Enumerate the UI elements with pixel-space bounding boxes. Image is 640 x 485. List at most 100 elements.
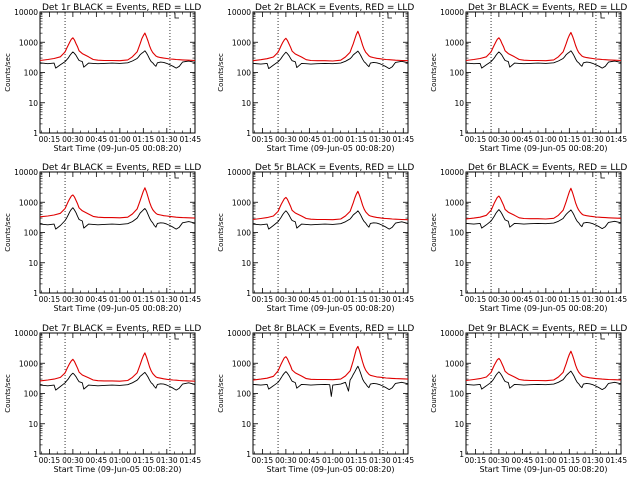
x-axis-label: Start Time (09-Jun-05 00:08:20) xyxy=(54,465,182,474)
x-tick-label: 01:30 xyxy=(156,456,178,465)
y-axis-label: Counts/sec xyxy=(4,53,12,92)
series-line-lld xyxy=(39,32,196,62)
panel-det-8r: Det 8r BLACK = Events, RED = LLD 1 10 100 10… xyxy=(217,324,414,474)
x-tick-label: 01:30 xyxy=(369,295,391,304)
x-tick-label: 01:00 xyxy=(322,135,344,144)
y-tick-label: 1 xyxy=(459,129,464,138)
y-tick-label: 10000 xyxy=(227,329,251,338)
x-tick-label: 00:45 xyxy=(512,135,534,144)
x-tick-label: 01:45 xyxy=(605,295,627,304)
plot-title: Det 3r BLACK = Events, RED = LLD xyxy=(468,3,627,13)
y-tick-label: 100 xyxy=(450,390,465,399)
y-tick-label: 10 xyxy=(28,259,38,268)
x-tick-label: 01:00 xyxy=(322,295,344,304)
y-axis-label: Counts/sec xyxy=(4,374,12,413)
series-line-events xyxy=(252,50,409,70)
y-tick-label: 1 xyxy=(246,289,251,298)
x-tick-label: 01:30 xyxy=(369,135,391,144)
x-tick-label: 01:30 xyxy=(369,456,391,465)
x-tick-label: 01:00 xyxy=(535,295,557,304)
x-tick-label: 00:15 xyxy=(39,456,61,465)
x-tick-label: 01:15 xyxy=(559,456,581,465)
y-tick-label: 10 xyxy=(28,420,38,429)
y-tick-label: 10000 xyxy=(440,168,464,177)
plot-title: Det 8r BLACK = Events, RED = LLD xyxy=(255,324,414,334)
plot-title: Det 5r BLACK = Events, RED = LLD xyxy=(255,163,414,173)
x-tick-label: 00:15 xyxy=(465,456,487,465)
y-tick-label: 100 xyxy=(24,69,39,78)
y-tick-label: 10 xyxy=(454,420,464,429)
x-tick-label: 00:15 xyxy=(465,135,487,144)
y-tick-label: 100 xyxy=(24,390,39,399)
corner-mark xyxy=(600,13,605,19)
x-tick-label: 00:15 xyxy=(39,135,61,144)
x-tick-label: 01:15 xyxy=(559,295,581,304)
series-line-events xyxy=(465,50,622,69)
y-axis-label: Counts/sec xyxy=(430,213,438,252)
y-tick-label: 100 xyxy=(237,229,252,238)
y-tick-label: 1 xyxy=(459,450,464,459)
y-tick-label: 1 xyxy=(33,450,38,459)
plot-title: Det 7r BLACK = Events, RED = LLD xyxy=(42,324,201,334)
y-tick-label: 10000 xyxy=(227,168,251,177)
corner-mark xyxy=(600,334,605,340)
x-tick-label: 00:30 xyxy=(62,295,84,304)
panel-det-1r: Det 1r BLACK = Events, RED = LLD 1 10 100 10… xyxy=(4,3,201,153)
y-tick-label: 100 xyxy=(237,69,252,78)
x-tick-label: 00:15 xyxy=(465,295,487,304)
y-tick-label: 10 xyxy=(241,259,251,268)
panel-det-2r: Det 2r BLACK = Events, RED = LLD 1 10 100 10… xyxy=(217,3,414,153)
corner-mark xyxy=(174,13,179,19)
y-axis-label: Counts/sec xyxy=(430,374,438,413)
x-tick-label: 01:45 xyxy=(179,295,201,304)
x-tick-label: 00:45 xyxy=(86,295,108,304)
corner-mark xyxy=(387,13,392,19)
x-axis-label: Start Time (09-Jun-05 00:08:20) xyxy=(480,144,608,153)
panel-det-7r: Det 7r BLACK = Events, RED = LLD 1 10 100 10… xyxy=(4,324,201,474)
series-line-lld xyxy=(252,190,409,221)
y-tick-label: 1000 xyxy=(232,198,251,207)
x-tick-label: 00:30 xyxy=(62,135,84,144)
x-tick-label: 01:15 xyxy=(133,456,155,465)
corner-mark xyxy=(387,173,392,179)
x-tick-label: 00:30 xyxy=(275,456,297,465)
x-tick-label: 01:45 xyxy=(605,456,627,465)
x-tick-label: 00:45 xyxy=(512,295,534,304)
y-axis-label: Counts/sec xyxy=(217,213,225,252)
x-axis-label: Start Time (09-Jun-05 00:08:20) xyxy=(480,304,608,313)
plot-title: Det 6r BLACK = Events, RED = LLD xyxy=(468,163,627,173)
y-axis-label: Counts/sec xyxy=(4,213,12,252)
corner-mark xyxy=(600,173,605,179)
x-axis-label: Start Time (09-Jun-05 00:08:20) xyxy=(267,304,395,313)
y-axis-label: Counts/sec xyxy=(217,53,225,92)
x-tick-label: 01:00 xyxy=(322,456,344,465)
x-tick-label: 00:30 xyxy=(275,135,297,144)
x-tick-label: 01:30 xyxy=(156,135,178,144)
x-tick-label: 00:15 xyxy=(252,295,274,304)
y-tick-label: 10 xyxy=(454,259,464,268)
series-line-events xyxy=(39,207,196,230)
panel-det-5r: Det 5r BLACK = Events, RED = LLD 1 10 100 10… xyxy=(217,163,414,313)
x-tick-label: 01:45 xyxy=(392,456,414,465)
y-tick-label: 10 xyxy=(241,420,251,429)
x-tick-label: 01:30 xyxy=(156,295,178,304)
y-tick-label: 1000 xyxy=(445,198,464,207)
x-tick-label: 00:45 xyxy=(299,456,321,465)
x-axis-label: Start Time (09-Jun-05 00:08:20) xyxy=(54,144,182,153)
series-line-events xyxy=(252,210,409,230)
plot-title: Det 2r BLACK = Events, RED = LLD xyxy=(255,3,414,13)
x-tick-label: 00:30 xyxy=(62,456,84,465)
x-tick-label: 00:45 xyxy=(299,135,321,144)
y-tick-label: 1000 xyxy=(19,359,38,368)
x-tick-label: 01:15 xyxy=(559,135,581,144)
x-axis-label: Start Time (09-Jun-05 00:08:20) xyxy=(267,465,395,474)
y-tick-label: 1000 xyxy=(445,359,464,368)
x-tick-label: 00:45 xyxy=(299,295,321,304)
series-line-events xyxy=(39,371,196,391)
x-tick-label: 01:00 xyxy=(535,135,557,144)
panel-det-4r: Det 4r BLACK = Events, RED = LLD 1 10 100 10… xyxy=(4,163,201,313)
y-tick-label: 1000 xyxy=(445,38,464,47)
series-line-lld xyxy=(465,31,622,62)
